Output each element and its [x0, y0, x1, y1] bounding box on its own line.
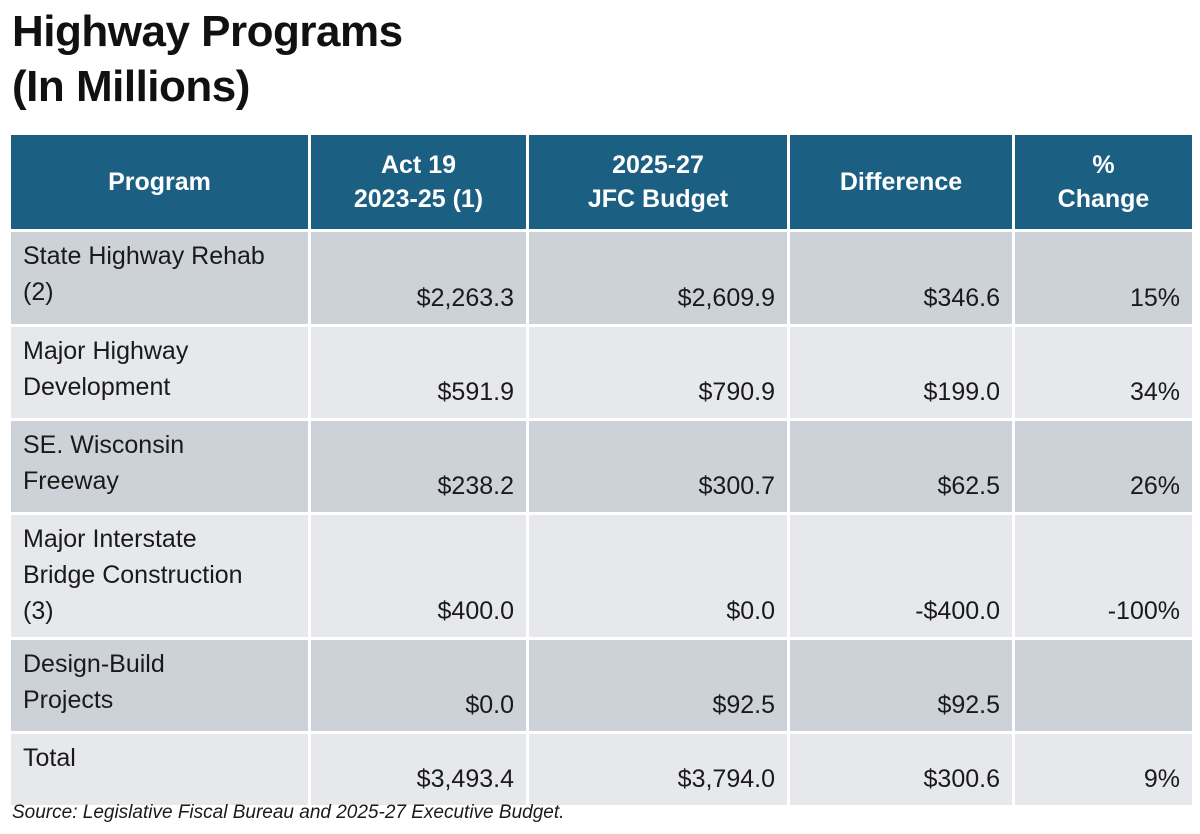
percent-change-cell [1012, 637, 1195, 734]
program-cell: SE. Wisconsin Freeway [8, 418, 311, 515]
jfc-budget-cell: $2,609.9 [526, 229, 790, 327]
act19-cell: $238.2 [308, 418, 529, 515]
percent-change-cell: 15% [1012, 229, 1195, 327]
act19-cell: $591.9 [308, 324, 529, 421]
header-act19: Act 19 2023-25 (1) [308, 132, 529, 232]
program-cell: Design-Build Projects [8, 637, 311, 734]
program-cell: Total [8, 731, 311, 808]
jfc-budget-cell: $92.5 [526, 637, 790, 734]
table-row: Major Highway Development $591.9 $790.9 $… [8, 324, 1195, 421]
jfc-budget-cell: $3,794.0 [526, 731, 790, 808]
act19-cell: $400.0 [308, 512, 529, 640]
table-row: SE. Wisconsin Freeway $238.2 $300.7 $62.5… [8, 418, 1195, 515]
act19-cell: $0.0 [308, 637, 529, 734]
act19-cell: $3,493.4 [308, 731, 529, 808]
header-jfc-budget: 2025-27 JFC Budget [526, 132, 790, 232]
title-line-2: (In Millions) [12, 62, 250, 111]
act19-cell: $2,263.3 [308, 229, 529, 327]
table-row: Design-Build Projects $0.0 $92.5 $92.5 [8, 637, 1195, 734]
source-note: Source: Legislative Fiscal Bureau and 20… [12, 802, 565, 823]
jfc-budget-cell: $790.9 [526, 324, 790, 421]
difference-cell: $300.6 [787, 731, 1015, 808]
header-difference: Difference [787, 132, 1015, 232]
table-row: Major Interstate Bridge Construction (3) $… [8, 512, 1195, 640]
jfc-budget-cell: $300.7 [526, 418, 790, 515]
percent-change-cell: 9% [1012, 731, 1195, 808]
jfc-budget-cell: $0.0 [526, 512, 790, 640]
page-title: Highway Programs (In Millions) [12, 4, 403, 114]
table-row-total: Total $3,493.4 $3,794.0 $300.6 9% [8, 731, 1195, 808]
percent-change-cell: 26% [1012, 418, 1195, 515]
title-line-1: Highway Programs [12, 7, 403, 56]
difference-cell: -$400.0 [787, 512, 1015, 640]
program-cell: State Highway Rehab (2) [8, 229, 311, 327]
header-percent-change: % Change [1012, 132, 1195, 232]
table-row: State Highway Rehab (2) $2,263.3 $2,609.9… [8, 229, 1195, 327]
percent-change-cell: 34% [1012, 324, 1195, 421]
table-header-row: Program Act 19 2023-25 (1) 2025-27 JFC B… [8, 132, 1195, 232]
percent-change-cell: -100% [1012, 512, 1195, 640]
header-program: Program [8, 132, 311, 232]
difference-cell: $199.0 [787, 324, 1015, 421]
highway-programs-table: Program Act 19 2023-25 (1) 2025-27 JFC B… [8, 132, 1195, 808]
program-cell: Major Highway Development [8, 324, 311, 421]
difference-cell: $62.5 [787, 418, 1015, 515]
difference-cell: $92.5 [787, 637, 1015, 734]
difference-cell: $346.6 [787, 229, 1015, 327]
program-cell: Major Interstate Bridge Construction (3) [8, 512, 311, 640]
